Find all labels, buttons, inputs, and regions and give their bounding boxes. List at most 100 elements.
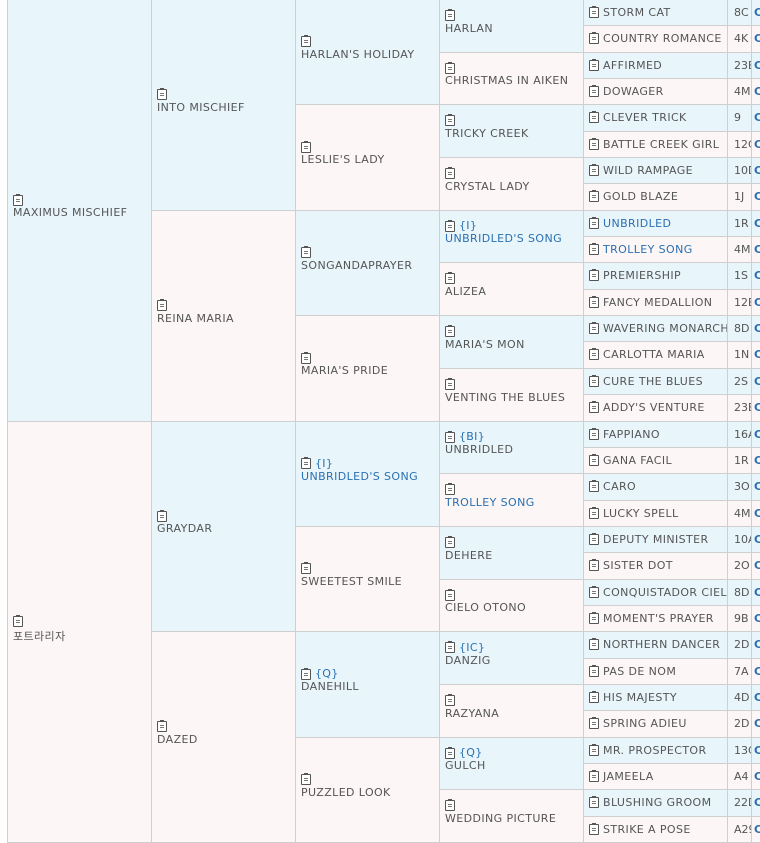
horse-name-link[interactable]: MAXIMUS MISCHIEF <box>13 206 128 219</box>
gen4-horse-cell[interactable]: ALIZEA <box>440 263 584 316</box>
row-link-cell[interactable]: C <box>752 553 760 580</box>
row-link-glyph[interactable]: C <box>754 190 760 203</box>
clipboard-icon[interactable] <box>445 799 455 811</box>
clipboard-icon[interactable] <box>589 506 599 519</box>
horse-name-link[interactable]: UNBRIDLED <box>445 443 514 456</box>
gen5-horse-cell[interactable]: WAVERING MONARCH <box>584 316 728 342</box>
row-link-cell[interactable]: C <box>752 263 760 290</box>
horse-name-link[interactable]: GANA FACIL <box>603 453 673 467</box>
clipboard-icon[interactable] <box>589 638 599 650</box>
gen4-horse-cell[interactable]: {BI} UNBRIDLED <box>440 422 584 474</box>
horse-name-link[interactable]: SONGANDAPRAYER <box>301 258 413 272</box>
gen5-horse-cell[interactable]: MOMENT'S PRAYER <box>584 606 728 632</box>
clipboard-icon[interactable] <box>589 58 599 71</box>
clipboard-icon[interactable] <box>589 822 599 835</box>
gen5-horse-cell[interactable]: SPRING ADIEU <box>584 711 728 738</box>
clipboard-icon[interactable] <box>589 743 599 756</box>
horse-name-link[interactable]: SISTER DOT <box>603 559 673 572</box>
clipboard-icon[interactable] <box>445 378 455 390</box>
clipboard-icon[interactable] <box>445 61 455 74</box>
row-link-cell[interactable]: C <box>752 184 760 211</box>
clipboard-icon[interactable] <box>157 299 167 311</box>
gen5-horse-cell[interactable]: FAPPIANO <box>584 422 728 448</box>
row-link-glyph[interactable]: C <box>754 5 760 19</box>
horse-name-link[interactable]: GULCH <box>445 759 486 772</box>
row-link-cell[interactable]: C <box>752 606 760 632</box>
row-link-glyph[interactable]: C <box>754 374 760 388</box>
clipboard-icon[interactable] <box>589 374 599 387</box>
row-link-cell[interactable]: C <box>752 422 760 448</box>
gen3-horse-cell[interactable]: {Q} DANEHILL <box>296 632 440 738</box>
gen1-horse-cell[interactable]: MAXIMUS MISCHIEF <box>8 0 152 422</box>
horse-name-link[interactable]: TRICKY CREEK <box>445 126 529 140</box>
horse-name-link[interactable]: HARLAN <box>445 21 493 35</box>
horse-name-link[interactable]: JAMEELA <box>603 769 654 783</box>
clipboard-icon[interactable] <box>589 84 599 97</box>
row-link-glyph[interactable]: C <box>754 743 760 757</box>
horse-name-link[interactable]: CRYSTAL LADY <box>445 179 530 193</box>
gen4-horse-cell[interactable]: WEDDING PICTURE <box>440 790 584 843</box>
row-link-cell[interactable]: C <box>752 53 760 79</box>
gen5-horse-cell[interactable]: PAS DE NOM <box>584 659 728 685</box>
clipboard-icon[interactable] <box>13 193 23 206</box>
gen4-horse-cell[interactable]: {IC} DANZIG <box>440 632 584 685</box>
row-link-cell[interactable]: C <box>752 26 760 53</box>
row-link-cell[interactable]: C <box>752 448 760 474</box>
clipboard-icon[interactable] <box>589 427 599 440</box>
row-link-cell[interactable]: C <box>752 685 760 711</box>
horse-name-link[interactable]: NORTHERN DANCER <box>603 638 721 651</box>
horse-name-link[interactable]: SPRING ADIEU <box>603 717 687 730</box>
horse-name-link[interactable]: CARO <box>603 480 637 493</box>
gen4-horse-cell[interactable]: {I} UNBRIDLED'S SONG <box>440 211 584 263</box>
horse-name-link[interactable]: ADDY'S VENTURE <box>603 401 705 414</box>
row-link-cell[interactable]: C <box>752 105 760 132</box>
horse-name-link[interactable]: STRIKE A POSE <box>603 822 691 836</box>
horse-name-link[interactable]: UNBRIDLED <box>603 216 672 230</box>
row-link-glyph[interactable]: C <box>754 58 760 72</box>
row-link-glyph[interactable]: C <box>754 453 760 467</box>
row-link-glyph[interactable]: C <box>754 690 760 704</box>
clipboard-icon[interactable] <box>589 401 599 413</box>
row-link-glyph[interactable]: C <box>754 111 760 124</box>
gen2-horse-cell[interactable]: REINA MARIA <box>152 211 296 422</box>
horse-name-link[interactable]: CHRISTMAS IN AIKEN <box>445 74 569 87</box>
clipboard-icon[interactable] <box>589 32 599 44</box>
clipboard-icon[interactable] <box>589 348 599 360</box>
clipboard-icon[interactable] <box>589 611 599 624</box>
clipboard-icon[interactable] <box>589 242 599 255</box>
clipboard-icon[interactable] <box>445 641 455 653</box>
row-link-cell[interactable]: C <box>752 290 760 316</box>
clipboard-icon[interactable] <box>13 615 23 627</box>
clipboard-icon[interactable] <box>445 167 455 179</box>
row-link-cell[interactable]: C <box>752 237 760 263</box>
horse-name-link[interactable]: COUNTRY ROMANCE <box>603 32 722 45</box>
horse-name-link[interactable]: TROLLEY SONG <box>445 495 535 509</box>
horse-name-link[interactable]: PUZZLED LOOK <box>301 785 391 799</box>
horse-name-link[interactable]: AFFIRMED <box>603 58 663 72</box>
gen3-horse-cell[interactable]: SWEETEST SMILE <box>296 527 440 632</box>
row-link-glyph[interactable]: C <box>754 427 760 441</box>
clipboard-icon[interactable] <box>157 720 167 732</box>
horse-name-link[interactable]: MOMENT'S PRAYER <box>603 611 714 625</box>
gen5-horse-cell[interactable]: BATTLE CREEK GIRL <box>584 132 728 158</box>
row-link-cell[interactable]: C <box>752 79 760 105</box>
clipboard-icon[interactable] <box>589 769 599 782</box>
gen3-horse-cell[interactable]: LESLIE'S LADY <box>296 105 440 211</box>
clipboard-icon[interactable] <box>589 321 599 334</box>
horse-name-link[interactable]: PREMIERSHIP <box>603 269 682 282</box>
clipboard-icon[interactable] <box>589 269 599 281</box>
row-link-glyph[interactable]: C <box>754 611 760 625</box>
row-link-cell[interactable]: C <box>752 527 760 553</box>
horse-name-link[interactable]: PAS DE NOM <box>603 664 677 678</box>
gen3-horse-cell[interactable]: PUZZLED LOOK <box>296 738 440 843</box>
clipboard-icon[interactable] <box>445 272 455 284</box>
gen2-horse-cell[interactable]: INTO MISCHIEF <box>152 0 296 211</box>
row-link-cell[interactable]: C <box>752 738 760 764</box>
clipboard-icon[interactable] <box>301 140 311 153</box>
gen4-horse-cell[interactable]: {Q} GULCH <box>440 738 584 790</box>
clipboard-icon[interactable] <box>589 585 599 598</box>
gen5-horse-cell[interactable]: HIS MAJESTY <box>584 685 728 711</box>
row-link-glyph[interactable]: C <box>754 137 760 151</box>
gen4-horse-cell[interactable]: CRYSTAL LADY <box>440 158 584 211</box>
horse-name-link[interactable]: DEPUTY MINISTER <box>603 532 709 546</box>
